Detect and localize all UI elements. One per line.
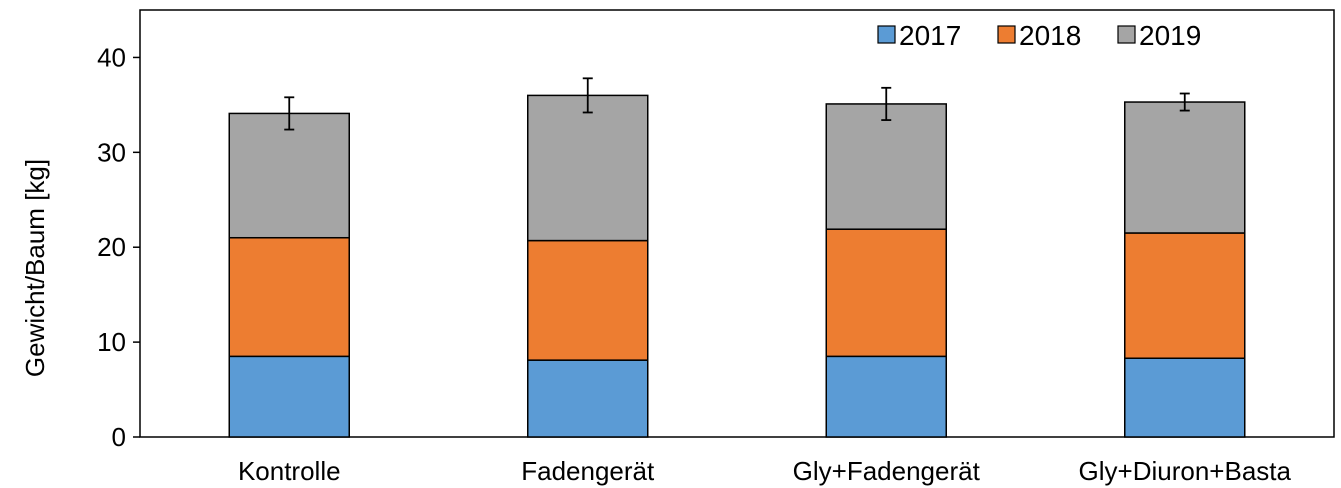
y-tick-label: 20: [97, 232, 126, 262]
x-tick-label: Gly+Fadengerät: [793, 456, 981, 486]
plot-frame: [139, 9, 1335, 438]
error-bars-layer: [284, 77, 1190, 131]
bar-segment-2018: [228, 236, 350, 358]
legend-swatch-2018: [997, 25, 1016, 44]
bar-segment-2019: [825, 103, 947, 230]
bar-segment-2019: [1124, 101, 1246, 234]
bar-segment-2017: [825, 355, 947, 438]
error-bar: [284, 96, 295, 131]
y-tick-label: 10: [97, 327, 126, 357]
y-axis-label: Gewicht/Baum [kg]: [20, 159, 50, 377]
tick-labels-layer: 0 10 20 30 40 Kontrolle Fadengerät Gly+Fadenger…: [97, 42, 1291, 486]
bar-segment-2019: [228, 112, 350, 239]
bar-segment-2018: [825, 228, 947, 358]
legend-swatch-2019: [1117, 25, 1136, 44]
bar-segment-2017: [228, 355, 350, 438]
legend-label-2017: 2017: [899, 20, 961, 51]
bar-segment-2018: [1124, 232, 1246, 359]
y-tick-label: 0: [112, 422, 126, 452]
x-tick-label: Kontrolle: [238, 456, 341, 486]
bar-segment-2017: [527, 359, 649, 438]
bar-segment-2019: [527, 94, 649, 242]
bars-layer: [228, 94, 1246, 438]
bar-segment-2018: [527, 239, 649, 361]
y-tick-label: 30: [97, 137, 126, 167]
error-bar: [881, 86, 892, 121]
x-tick-label: Gly+Diuron+Basta: [1079, 456, 1292, 486]
legend-swatch-2017: [877, 25, 896, 44]
legend-label-2019: 2019: [1139, 20, 1201, 51]
error-bar: [1179, 92, 1190, 112]
x-tick-label: Fadengerät: [521, 456, 655, 486]
bar-segment-2017: [1124, 357, 1246, 438]
y-tick-label: 40: [97, 42, 126, 72]
legend-label-2018: 2018: [1019, 20, 1081, 51]
axes-layer: [133, 9, 1335, 438]
legend: 2017 2018 2019: [877, 20, 1201, 51]
error-bar: [582, 77, 593, 114]
